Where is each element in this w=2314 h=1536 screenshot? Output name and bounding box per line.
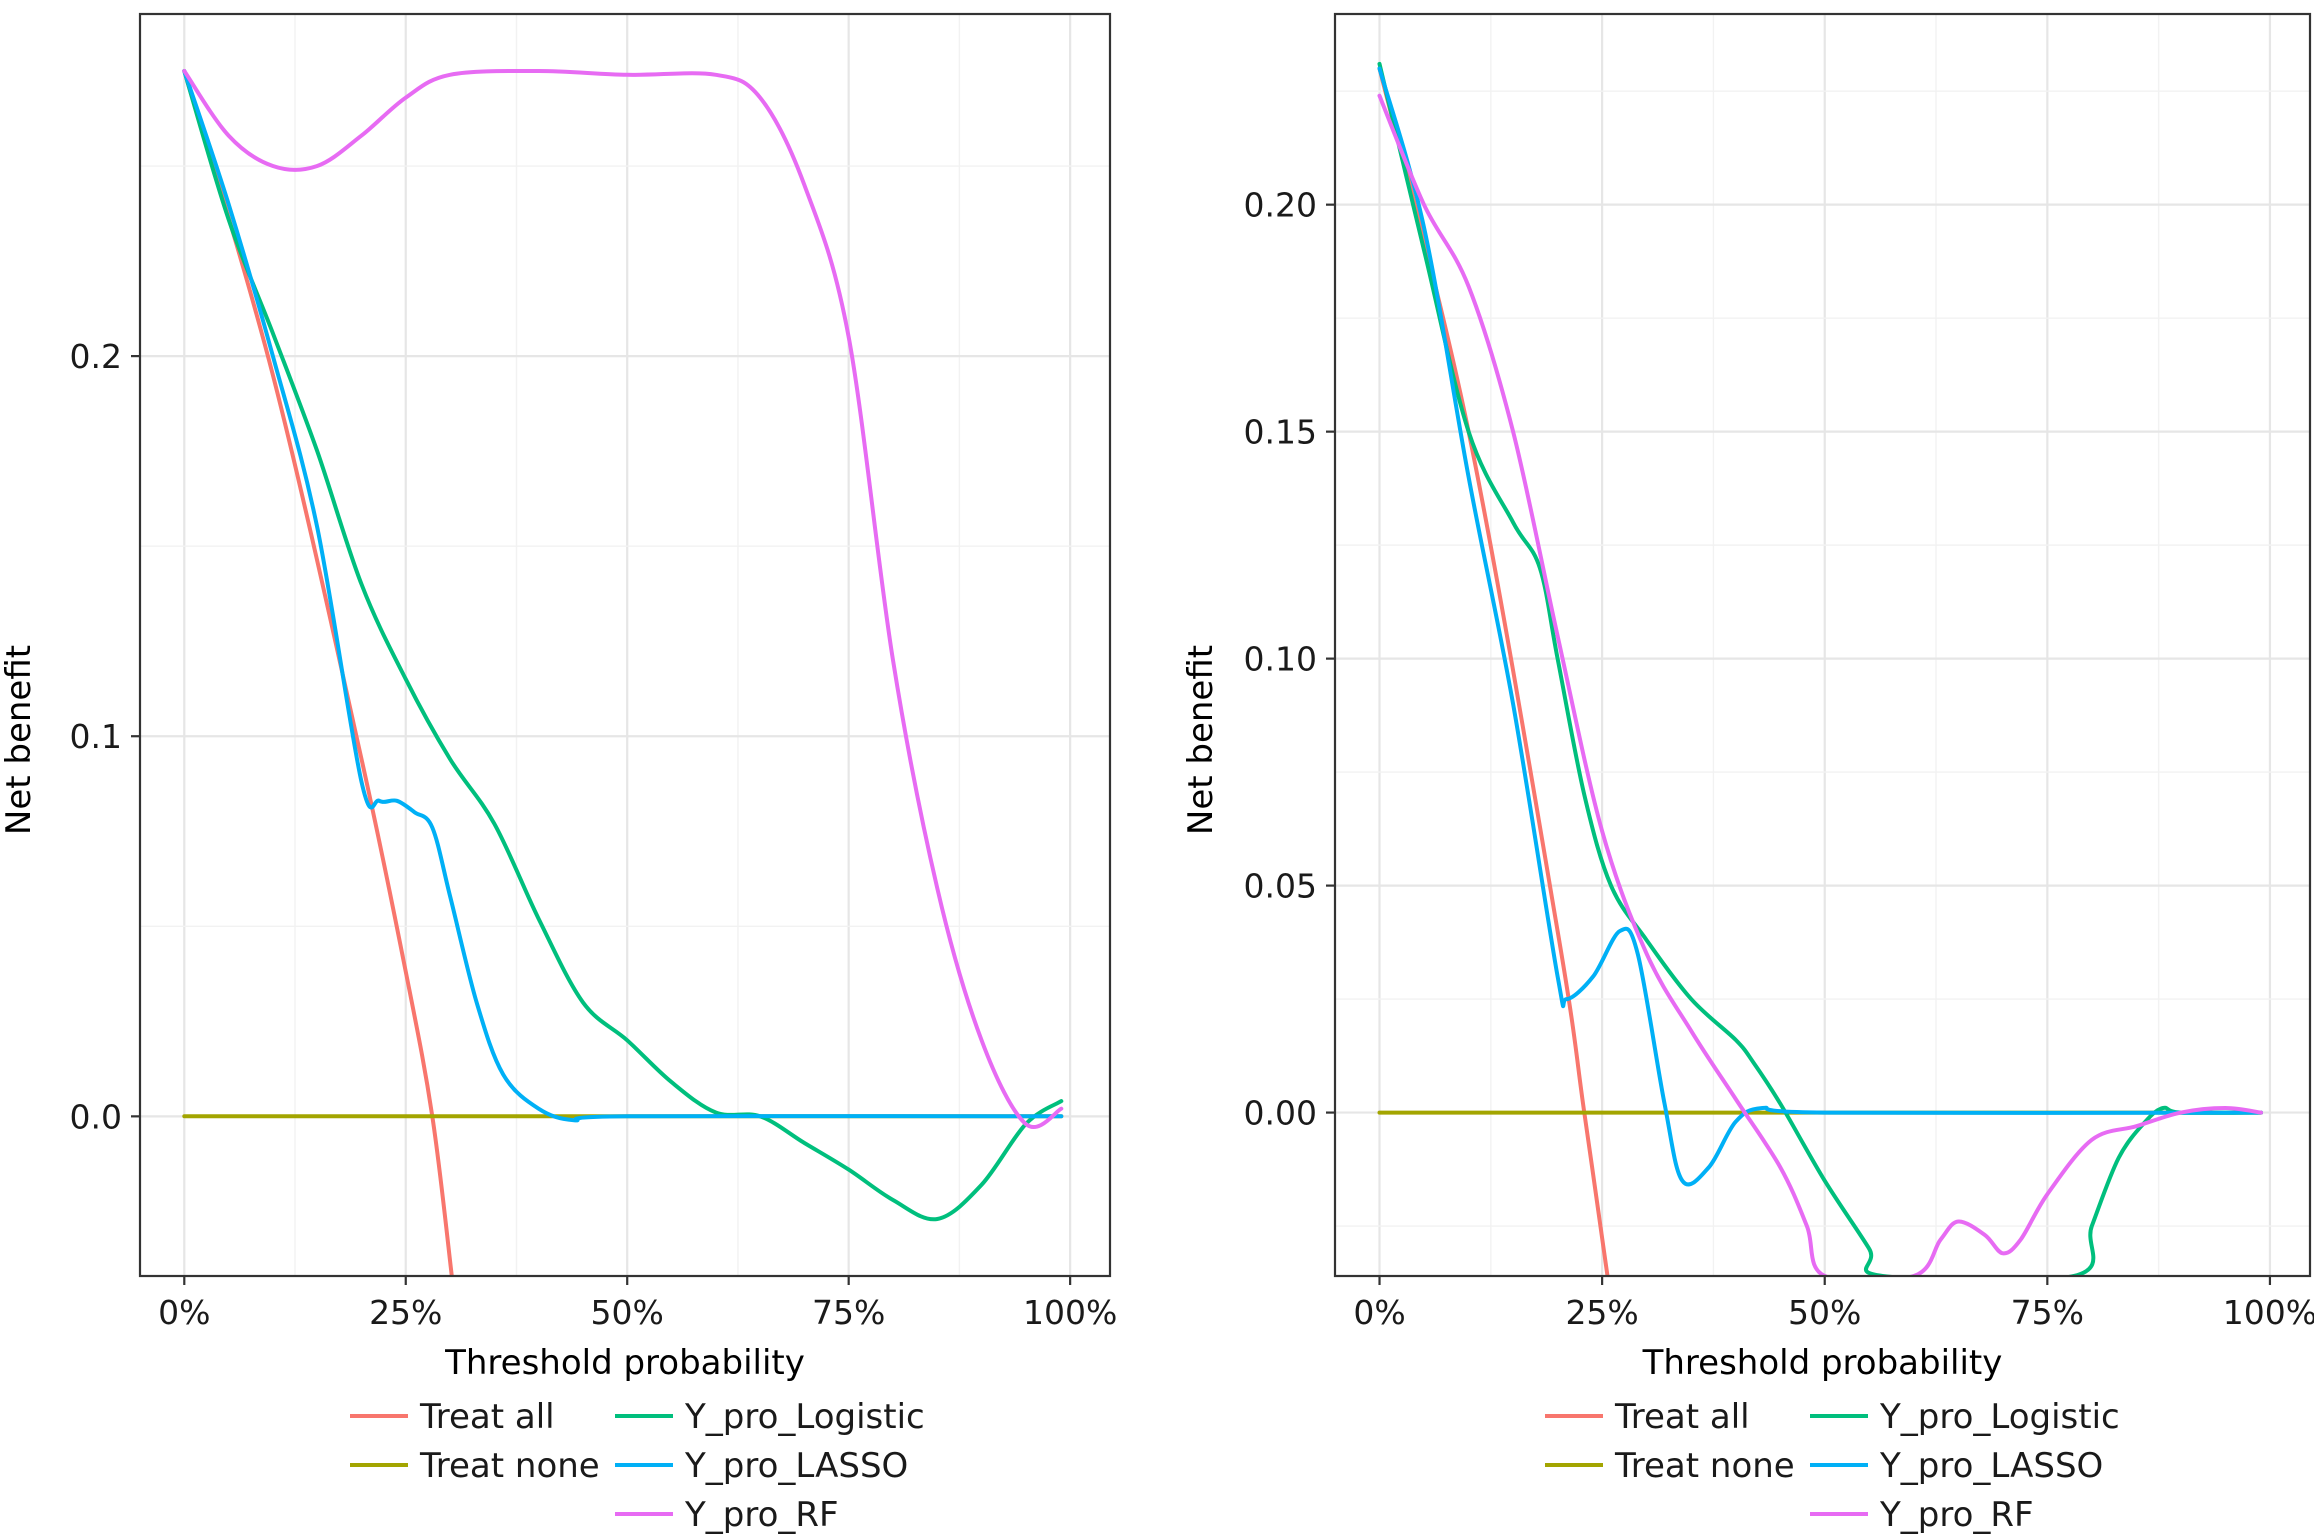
x-tick-label: 25% — [1565, 1293, 1638, 1332]
plot-border — [138, 12, 1112, 1278]
legend-item: Y_pro_LASSO — [1810, 1446, 2103, 1486]
x-tick-label: 100% — [2223, 1293, 2314, 1332]
legend-item: Y_pro_RF — [615, 1495, 839, 1535]
legend-item: Y_pro_Logistic — [615, 1397, 925, 1437]
x-axis-title: Threshold probability — [1642, 1343, 2003, 1383]
x-tick-label: 0% — [158, 1293, 210, 1332]
grid — [1335, 14, 2310, 1276]
y-axis-title: Net benefit — [1181, 645, 1221, 835]
y-tick-label: 0.10 — [1244, 640, 1317, 679]
x-axis: 0% 25% 50% 75% 100% — [1353, 1276, 2314, 1332]
x-tick-label: 75% — [812, 1293, 885, 1332]
series-line-y-pro-logistic — [182, 69, 1064, 1222]
x-axis: 0% 25% 50% 75% 100% — [158, 1276, 1117, 1332]
series-line-y-pro-lasso — [1377, 66, 2263, 1187]
legend-item: Y_pro_RF — [1810, 1495, 2034, 1535]
legend-item: Y_pro_LASSO — [615, 1446, 908, 1486]
legend-item: Y_pro_Logistic — [1810, 1397, 2120, 1437]
x-tick-label: 100% — [1023, 1293, 1117, 1332]
chart-panel-left: 0% 25% 50% 75% 100% 0.0 0.1 0.2 Threshold probab… — [0, 12, 1117, 1535]
decision-curve-chart-left: 0% 25% 50% 75% 100% 0.0 0.1 0.2 Threshold probab… — [0, 12, 1117, 1535]
legend-label: Y_pro_Logistic — [1879, 1397, 2120, 1437]
series-line-y-pro-logistic — [1377, 61, 2263, 1276]
y-tick-label: 0.2 — [70, 337, 122, 376]
series-group — [1377, 61, 2263, 1276]
legend: Treat all Treat none Y_pro_Logistic Y_pro_L… — [1545, 1397, 2120, 1535]
legend-label: Treat all — [1614, 1397, 1750, 1437]
legend-label: Y_pro_RF — [1879, 1495, 2034, 1535]
y-tick-label: 0.05 — [1244, 867, 1317, 906]
plot-background — [140, 14, 1110, 1276]
legend-item: Treat all — [1545, 1397, 1750, 1437]
grid — [140, 14, 1110, 1276]
series-line-y-pro-rf — [1377, 93, 2263, 1276]
y-tick-label: 0.15 — [1244, 413, 1317, 452]
series-line-y-pro-rf — [182, 68, 1064, 1129]
legend-label: Treat all — [419, 1397, 555, 1437]
legend-item: Treat all — [350, 1397, 555, 1437]
y-tick-label: 0.20 — [1244, 186, 1317, 225]
y-tick-label: 0.1 — [70, 717, 122, 756]
series-group — [182, 68, 1064, 1276]
plot-background — [1335, 14, 2310, 1276]
decision-curve-chart-right: 0% 25% 50% 75% 100% 0.00 0.05 0.10 0.15 0.20 Thres… — [1181, 12, 2314, 1535]
legend-item: Treat none — [1545, 1446, 1795, 1486]
legend-label: Y_pro_LASSO — [1879, 1446, 2103, 1486]
y-axis: 0.0 0.1 0.2 — [70, 337, 140, 1136]
y-tick-label: 0.00 — [1244, 1094, 1317, 1133]
x-axis-title: Threshold probability — [444, 1343, 805, 1383]
legend-label: Y_pro_LASSO — [684, 1446, 908, 1486]
y-tick-label: 0.0 — [70, 1097, 122, 1136]
plot-border — [1333, 12, 2312, 1278]
legend-label: Y_pro_Logistic — [684, 1397, 925, 1437]
x-tick-label: 50% — [1788, 1293, 1861, 1332]
legend-label: Treat none — [1614, 1446, 1795, 1486]
x-tick-label: 75% — [2011, 1293, 2084, 1332]
legend-item: Treat none — [350, 1446, 600, 1486]
chart-panel-right: 0% 25% 50% 75% 100% 0.00 0.05 0.10 0.15 0.20 Thres… — [1157, 0, 2314, 1536]
y-axis-title: Net benefit — [0, 645, 39, 835]
x-tick-label: 50% — [591, 1293, 664, 1332]
legend: Treat all Treat none Y_pro_Logistic Y_pro_L… — [350, 1397, 925, 1535]
x-tick-label: 0% — [1353, 1293, 1405, 1332]
legend-label: Y_pro_RF — [684, 1495, 839, 1535]
y-axis: 0.00 0.05 0.10 0.15 0.20 — [1244, 186, 1335, 1133]
legend-label: Treat none — [419, 1446, 600, 1486]
series-line-y-pro-lasso — [182, 69, 1064, 1123]
x-tick-label: 25% — [369, 1293, 442, 1332]
